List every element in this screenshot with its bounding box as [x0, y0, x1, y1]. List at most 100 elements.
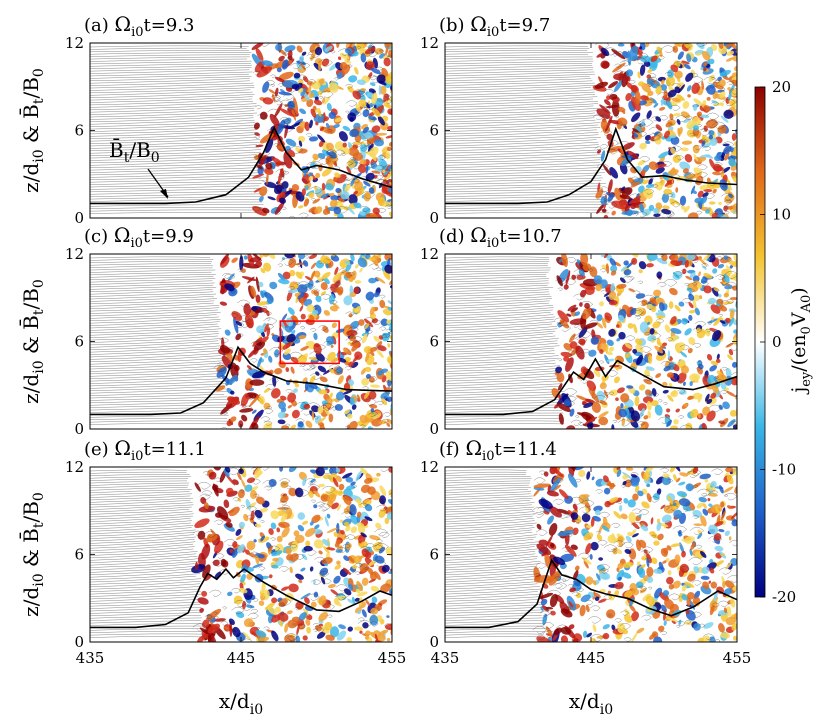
field-swirl [318, 158, 330, 165]
field-swirl [689, 132, 696, 137]
current-blob [374, 48, 384, 55]
field-line [90, 541, 196, 549]
current-blob [698, 363, 704, 370]
current-blob [643, 470, 651, 481]
current-blob [565, 357, 574, 372]
field-swirl [253, 135, 261, 139]
current-blob [361, 609, 367, 618]
current-blob [328, 368, 335, 374]
field-swirl [733, 146, 737, 150]
current-blob [559, 319, 570, 329]
field-swirl [316, 501, 326, 507]
current-blob [263, 387, 271, 393]
current-blob [691, 82, 700, 94]
field-swirl [728, 87, 737, 95]
current-blob [614, 590, 620, 596]
field-line [445, 69, 593, 74]
current-blob [673, 419, 679, 425]
current-blob [313, 113, 325, 123]
field-swirl [533, 477, 546, 484]
current-blob [380, 318, 389, 327]
field-swirl [667, 504, 679, 511]
current-blob [368, 277, 377, 284]
current-blob [660, 79, 665, 85]
current-blob [715, 560, 725, 566]
current-blob [622, 480, 627, 486]
field-line [445, 357, 559, 365]
current-blob [653, 568, 663, 575]
field-swirl [625, 335, 636, 341]
field-swirl [637, 421, 646, 426]
current-blob [394, 145, 398, 148]
current-blob [364, 516, 373, 522]
current-blob [385, 370, 392, 381]
field-swirl [579, 350, 584, 353]
current-blob [323, 116, 329, 122]
current-blob [611, 99, 620, 117]
current-blob [235, 559, 244, 569]
current-blob [658, 625, 665, 632]
current-blob [693, 590, 701, 600]
current-blob [207, 623, 220, 634]
field-swirl [560, 630, 566, 634]
field-line [445, 551, 536, 559]
current-blob [275, 43, 283, 52]
field-swirl [230, 313, 239, 318]
current-blob [692, 467, 699, 474]
field-line [90, 335, 219, 343]
current-blob [281, 59, 289, 70]
current-blob [620, 402, 624, 409]
current-blob [606, 351, 613, 356]
current-blob [235, 320, 243, 327]
field-swirl [304, 478, 317, 485]
field-line [90, 575, 196, 583]
y-tick-label: 0 [74, 209, 84, 227]
current-blob [616, 337, 621, 342]
current-blob [270, 510, 280, 520]
field-swirl [657, 399, 663, 403]
current-blob [589, 554, 593, 560]
current-blob [685, 483, 694, 492]
current-blob [576, 592, 582, 599]
field-line [90, 614, 201, 619]
field-line [445, 71, 595, 77]
field-swirl [373, 544, 383, 550]
field-swirl [603, 392, 610, 396]
field-line [445, 280, 549, 285]
field-swirl [723, 494, 729, 498]
current-blob [362, 126, 369, 134]
field-swirl [666, 478, 674, 483]
current-blob [539, 592, 554, 599]
current-blob [386, 319, 391, 325]
field-line [90, 482, 190, 486]
current-blob [371, 596, 378, 604]
current-blob [365, 373, 371, 379]
current-blob [706, 353, 713, 361]
current-blob [604, 312, 613, 321]
field-swirl [299, 62, 311, 69]
current-blob [343, 495, 352, 506]
field-swirl [304, 255, 310, 259]
current-blob [624, 549, 632, 555]
field-line [90, 527, 192, 534]
current-blob [659, 106, 666, 111]
field-swirl [563, 388, 578, 396]
current-blob [383, 102, 392, 109]
current-blob [393, 605, 399, 615]
colorbar-tick-label: 0 [772, 333, 782, 351]
field-swirl [577, 422, 585, 426]
field-swirl [682, 43, 692, 49]
current-blob [710, 304, 721, 314]
field-swirl [378, 49, 384, 52]
current-blob [262, 207, 270, 214]
field-line [445, 293, 551, 300]
current-blob [304, 597, 310, 605]
current-blob [599, 382, 607, 390]
current-blob [310, 262, 317, 270]
field-swirl [642, 294, 656, 303]
field-swirl [370, 411, 379, 416]
current-blob [267, 196, 276, 201]
current-blob [620, 393, 630, 403]
current-blob [281, 586, 289, 591]
